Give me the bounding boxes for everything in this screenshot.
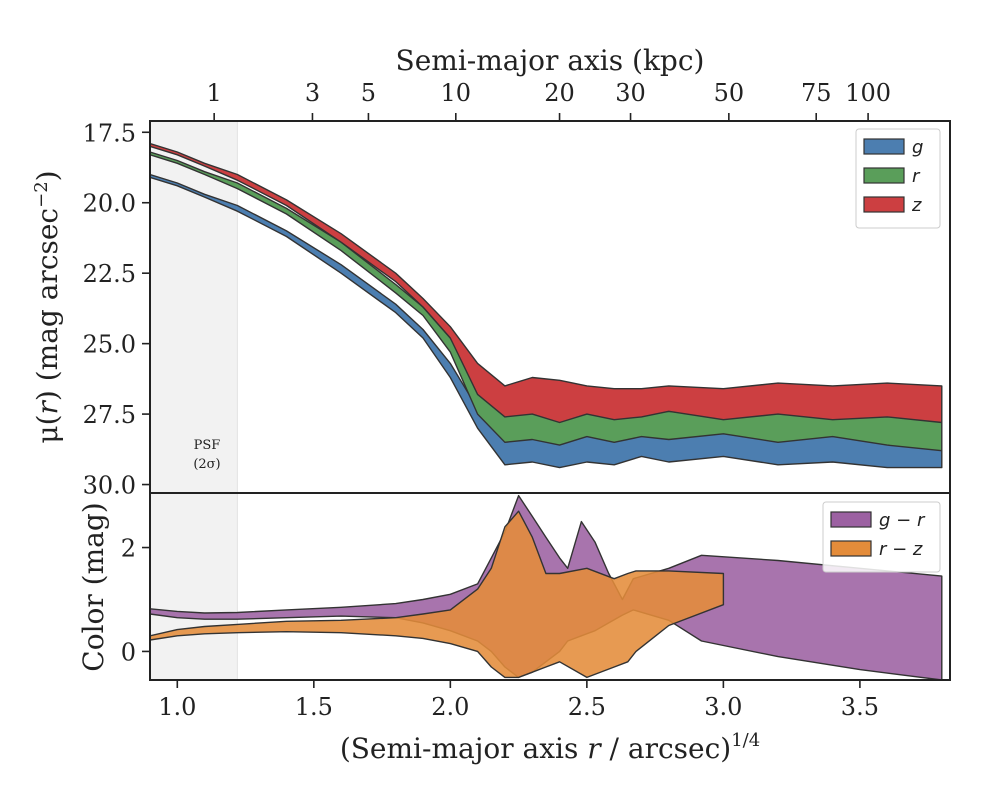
- series-band-bot-series-1: [150, 510, 725, 679]
- kpc-tick-label: 50: [714, 79, 745, 107]
- profile-ytick-label: 25.0: [83, 331, 136, 359]
- color-ytick-label: 0: [121, 638, 136, 666]
- xtick-label: 1.0: [158, 693, 196, 721]
- kpc-tick-label: 10: [441, 79, 472, 107]
- color-panel: 0 2 1.0 1.5 2.0 2.5 3.0 3.5 Color (mag) (Semi-…: [77, 492, 951, 765]
- legend-swatch: [863, 196, 905, 213]
- xtick-label: 3.5: [841, 693, 879, 721]
- legend-label: g − r: [879, 510, 926, 531]
- top-x-axis-label: Semi-major axis (kpc): [396, 44, 705, 77]
- psf-label-line1: PSF: [194, 438, 221, 453]
- profile-ytick-label: 17.5: [83, 119, 136, 147]
- kpc-tick-label: 1: [207, 79, 222, 107]
- kpc-tick-label: 5: [361, 79, 376, 107]
- kpc-tick-label: 20: [544, 79, 575, 107]
- xtick-label: 2.5: [568, 693, 606, 721]
- kpc-tick-label: 3: [305, 79, 320, 107]
- legend-swatch: [863, 138, 905, 155]
- profile-ytick-label: 20.0: [83, 190, 136, 218]
- psf-band: [149, 492, 238, 681]
- color-ytick-label: 2: [121, 535, 136, 563]
- legend-label: r − z: [879, 539, 923, 560]
- xtick-label: 1.5: [295, 693, 333, 721]
- legend-swatch: [830, 540, 872, 557]
- color-legend: g − r r − z: [822, 501, 941, 573]
- legend-label: g: [912, 137, 923, 158]
- xtick-label: 3.0: [704, 693, 742, 721]
- x-axis-label: (Semi-major axis r / arcsec)1/4: [340, 730, 760, 765]
- legend-label: r: [912, 166, 921, 187]
- kpc-tick-label: 100: [845, 79, 891, 107]
- series-band-top-series-2: [150, 142, 943, 424]
- profile-ytick-label: 22.5: [83, 260, 136, 288]
- profile-y-axis-label: μ(r) (mag arcsec−2): [31, 170, 64, 443]
- profile-ytick-label: 30.0: [83, 472, 136, 500]
- profile-legend: grz: [855, 128, 941, 229]
- kpc-tick-label: 75: [801, 79, 832, 107]
- color-y-axis-label: Color (mag): [77, 502, 110, 671]
- color-panel-frame: [149, 492, 951, 681]
- legend-swatch: [863, 167, 905, 184]
- profile-ytick-label: 27.5: [83, 401, 136, 429]
- legend-label: z: [911, 195, 922, 216]
- psf-label-line2: (2σ): [193, 457, 220, 472]
- xtick-label: 2.0: [431, 693, 469, 721]
- legend-swatch: [830, 511, 872, 528]
- kpc-tick-label: 30: [615, 79, 646, 107]
- profile-panel: 17.5 20.0 22.5 25.0 27.5 30.0 1 3 5 10 20 30 50 75 10…: [31, 44, 951, 500]
